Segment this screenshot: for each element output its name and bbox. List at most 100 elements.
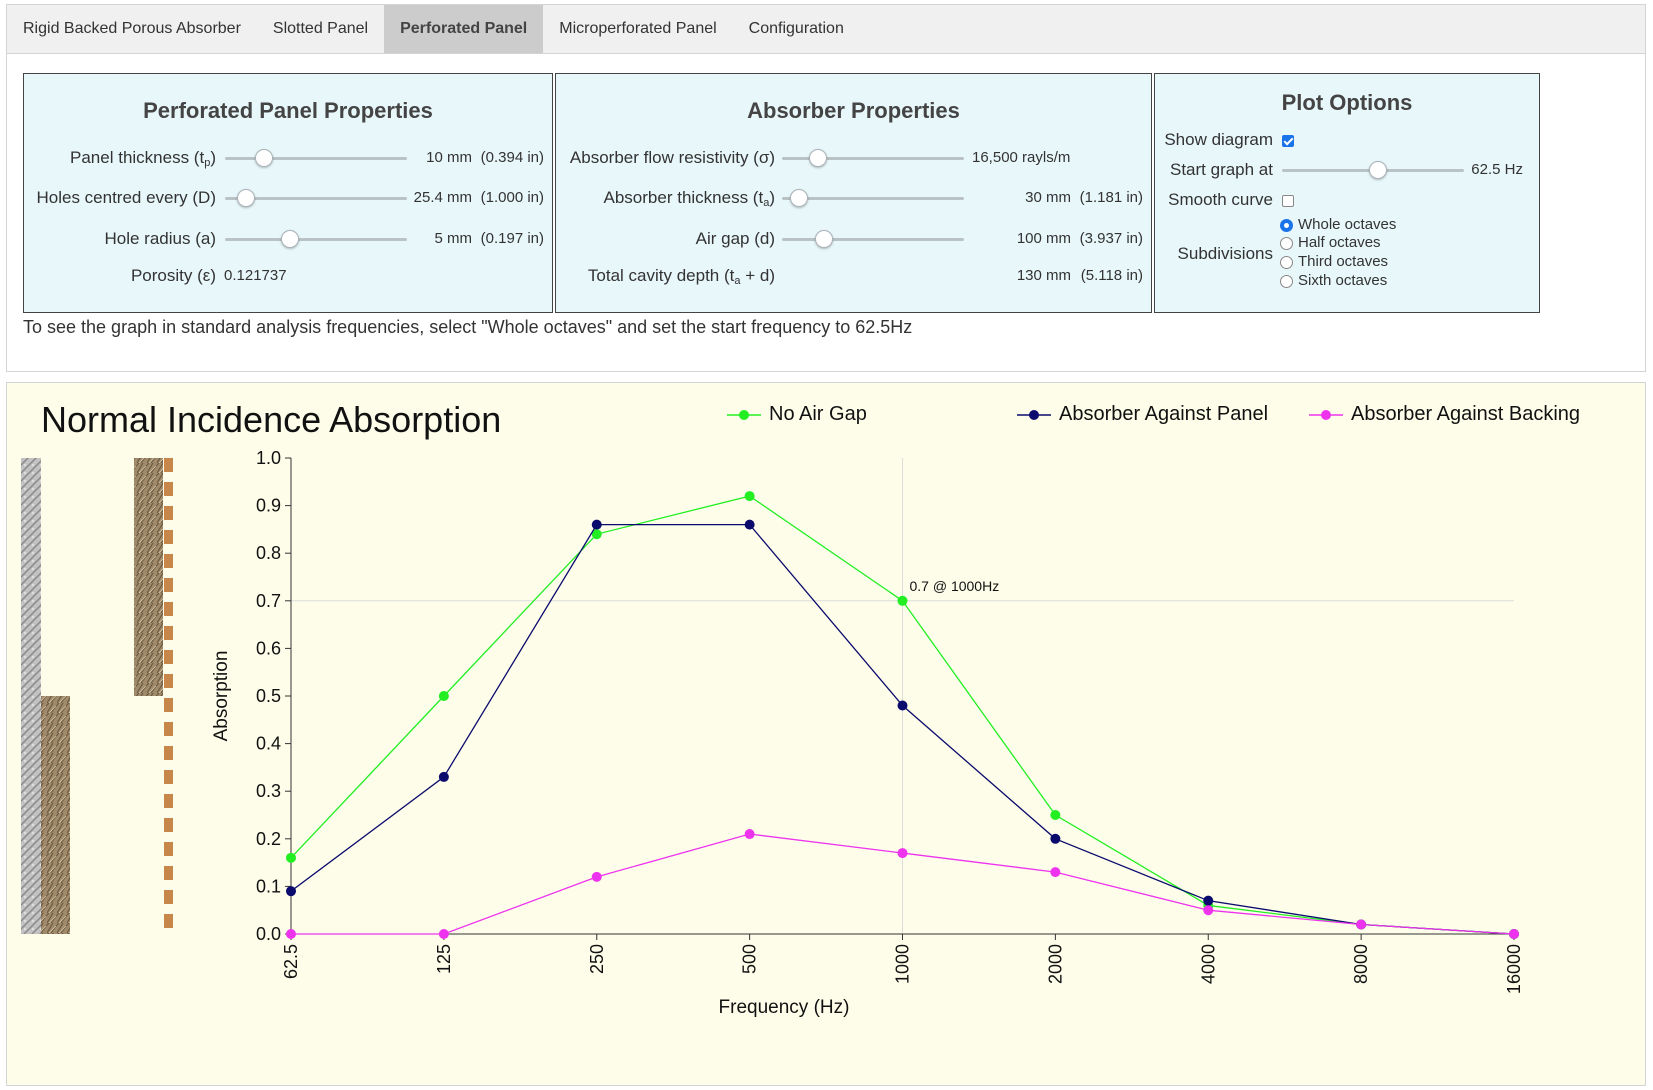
x-tick-label: 2000 — [1045, 944, 1065, 984]
hole-radius-slider[interactable] — [225, 230, 407, 248]
panel-slat — [164, 770, 173, 784]
radio-sixth-octaves[interactable] — [1280, 275, 1293, 288]
tab-slotted-panel[interactable]: Slotted Panel — [272, 20, 369, 37]
legend-item-no-air-gap[interactable]: No Air Gap — [727, 403, 927, 427]
y-tick-label: 0.5 — [256, 686, 281, 706]
air-gap-label: Air gap (d) — [695, 229, 775, 248]
third-octaves-label[interactable]: Third octaves — [1298, 253, 1389, 270]
y-tick-label: 0.4 — [256, 734, 281, 754]
whole-octaves-label[interactable]: Whole octaves — [1298, 216, 1397, 233]
panel-slat — [164, 506, 173, 520]
panel-thickness-row: Panel thickness (tp) 10 mm (0.394 in) — [24, 144, 552, 172]
chart-title: Normal Incidence Absorption — [41, 399, 502, 440]
tab-configuration[interactable]: Configuration — [748, 20, 844, 37]
start-graph-value: 62.5 Hz — [1471, 161, 1523, 178]
y-tick-label: 0.1 — [256, 876, 281, 896]
absorber-thickness-value: 30 mm — [1025, 189, 1071, 206]
flow-resistivity-value: 16,500 rayls/m — [972, 149, 1071, 166]
panel-slat — [164, 458, 173, 472]
smooth-curve-row: Smooth curve — [1155, 186, 1539, 214]
x-tick-label: 62.5 — [281, 944, 301, 979]
tab-microperforated-panel[interactable]: Microperforated Panel — [559, 20, 717, 37]
panel-slat — [164, 842, 173, 856]
series-2-point — [1509, 929, 1519, 939]
diagram-perforated-panel — [164, 458, 173, 928]
subdivisions-label: Subdivisions — [1177, 244, 1273, 263]
series-1-point — [591, 519, 602, 530]
panel-slat — [164, 482, 173, 496]
series-0-point — [744, 491, 755, 502]
legend-item-absorber-against-backing[interactable]: Absorber Against Backing — [1309, 403, 1609, 427]
diagram-absorber-against-backing — [41, 696, 70, 934]
flow-resistivity-slider[interactable] — [782, 149, 964, 167]
legend-label-no-air-gap: No Air Gap — [769, 403, 867, 425]
absorber-properties: Absorber Properties Absorber flow resist… — [555, 73, 1152, 313]
radio-third-octaves[interactable] — [1280, 256, 1293, 269]
sixth-octaves-label[interactable]: Sixth octaves — [1298, 272, 1388, 289]
half-octaves-label[interactable]: Half octaves — [1298, 234, 1381, 251]
series-0-point — [1050, 810, 1061, 820]
crosshair-value-label: 0.7 @ 1000Hz — [910, 578, 1000, 594]
panel-slat — [164, 674, 173, 688]
legend-item-absorber-against-panel[interactable]: Absorber Against Panel — [1017, 403, 1277, 427]
holes-spacing-row: Holes centred every (D) 25.4 mm (1.000 i… — [24, 184, 552, 212]
porosity-label: Porosity (ε) — [130, 266, 216, 285]
series-2-point — [1356, 919, 1367, 930]
flow-resistivity-label: Absorber flow resistivity (σ) — [569, 148, 775, 167]
panel-thickness-slider[interactable] — [225, 149, 407, 167]
panel-slat — [164, 554, 173, 568]
air-gap-slider-thumb[interactable] — [815, 230, 833, 248]
flow-resistivity-slider-thumb[interactable] — [809, 149, 827, 167]
holes-spacing-slider[interactable] — [225, 189, 407, 207]
perforated-panel-properties: Perforated Panel Properties Panel thickn… — [23, 73, 553, 313]
plot-options: Plot Options Show diagram Start graph at… — [1154, 73, 1540, 313]
series-2-point — [1050, 867, 1061, 878]
diagram-absorber-against-panel — [134, 458, 163, 696]
show-diagram-label: Show diagram — [1164, 130, 1273, 149]
show-diagram-row: Show diagram — [1155, 126, 1539, 154]
holes-spacing-slider-thumb[interactable] — [237, 189, 255, 207]
chart-area: Normal Incidence Absorption No Air Gap A… — [6, 382, 1646, 1086]
panel-slat — [164, 650, 173, 664]
absorber-thickness-slider-thumb[interactable] — [790, 189, 808, 207]
absorber-properties-title: Absorber Properties — [747, 98, 960, 123]
y-tick-label: 0.0 — [256, 924, 281, 944]
series-2-point — [438, 929, 449, 939]
porosity-value: 0.121737 — [224, 267, 287, 284]
air-gap-slider[interactable] — [782, 230, 964, 248]
subdivisions-row: Subdivisions — [1155, 240, 1539, 268]
cavity-depth-inches: (5.118 in) — [1080, 267, 1143, 284]
tab-rigid-backed-porous-absorber[interactable]: Rigid Backed Porous Absorber — [23, 20, 241, 37]
panel-slat — [164, 626, 173, 640]
panel-slat — [164, 890, 173, 904]
panel-slat — [164, 578, 173, 592]
show-diagram-checkbox[interactable] — [1282, 135, 1294, 147]
radio-whole-octaves[interactable] — [1280, 219, 1293, 232]
panel-slat — [164, 722, 173, 736]
panel-slat — [164, 746, 173, 760]
cavity-depth-value: 130 mm — [1016, 267, 1071, 284]
smooth-curve-checkbox[interactable] — [1282, 195, 1294, 207]
absorber-thickness-slider[interactable] — [782, 189, 964, 207]
flow-resistivity-row: Absorber flow resistivity (σ) 16,500 ray… — [556, 144, 1151, 172]
panel-slat — [164, 698, 173, 712]
series-0-point — [438, 691, 449, 701]
series-2-point — [286, 929, 296, 939]
start-graph-slider[interactable] — [1282, 161, 1464, 179]
tab-perforated-panel[interactable]: Perforated Panel — [384, 5, 544, 53]
start-graph-slider-thumb[interactable] — [1369, 161, 1387, 179]
air-gap-row: Air gap (d) 100 mm (3.937 in) — [556, 225, 1151, 253]
subdivisions-radio-group: Whole octaves Half octaves Third octaves… — [1280, 216, 1480, 296]
panel-slat — [164, 818, 173, 832]
hole-radius-slider-thumb[interactable] — [281, 230, 299, 248]
panel-slat — [164, 794, 173, 808]
radio-half-octaves[interactable] — [1280, 237, 1293, 250]
legend-marker-absorber-against-backing — [1309, 410, 1343, 420]
y-tick-label: 0.8 — [256, 543, 281, 563]
diagram-backing-wall — [21, 458, 41, 934]
y-tick-label: 0.3 — [256, 781, 281, 801]
panel-slat — [164, 914, 173, 928]
series-1-point — [438, 771, 449, 782]
series-1-point — [1203, 895, 1214, 906]
panel-thickness-slider-thumb[interactable] — [255, 149, 273, 167]
